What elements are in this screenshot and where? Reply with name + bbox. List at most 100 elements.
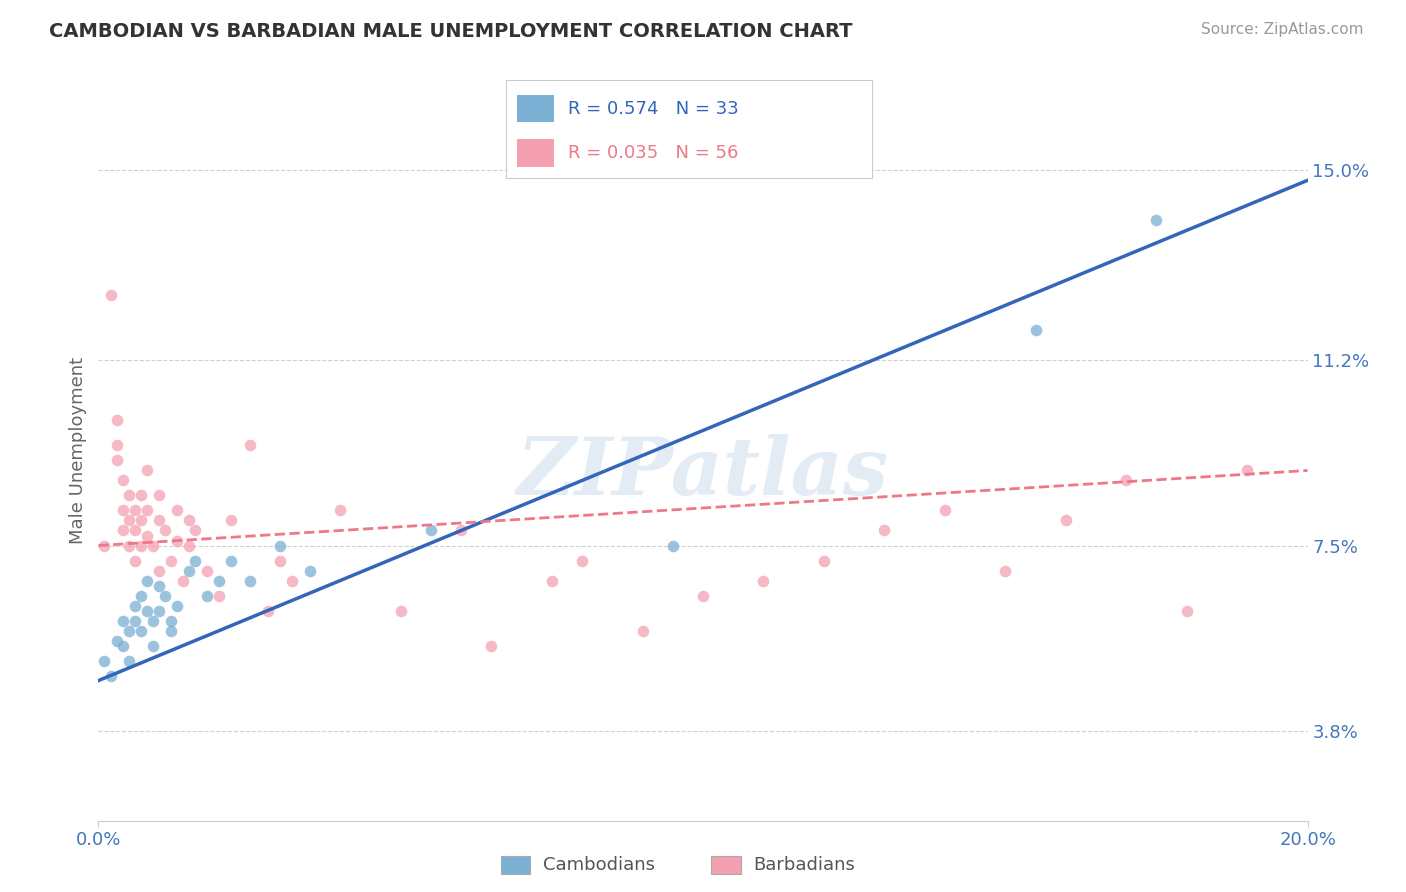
Point	[239, 438, 262, 452]
Point	[118, 514, 141, 528]
Point	[118, 488, 141, 502]
Point	[135, 528, 157, 542]
Point	[389, 603, 412, 617]
Point	[129, 514, 152, 528]
Point	[135, 574, 157, 588]
Point	[135, 503, 157, 517]
Point	[221, 514, 243, 528]
Point	[873, 524, 896, 538]
Point	[105, 438, 128, 452]
Point	[135, 463, 157, 477]
Point	[105, 633, 128, 648]
Point	[124, 614, 146, 628]
Point	[118, 624, 141, 638]
Point	[124, 503, 146, 517]
Point	[129, 624, 152, 638]
Point	[118, 539, 141, 553]
Point	[166, 503, 188, 517]
Point	[299, 564, 322, 578]
Point	[179, 564, 201, 578]
Text: ZIPatlas: ZIPatlas	[517, 434, 889, 511]
Point	[111, 639, 134, 653]
FancyBboxPatch shape	[501, 856, 530, 874]
Point	[135, 603, 157, 617]
Point	[179, 539, 201, 553]
Point	[1236, 463, 1258, 477]
Point	[129, 488, 152, 502]
Point	[281, 574, 304, 588]
Point	[208, 574, 231, 588]
Text: Source: ZipAtlas.com: Source: ZipAtlas.com	[1201, 22, 1364, 37]
Point	[129, 539, 152, 553]
Point	[160, 553, 183, 567]
Point	[148, 603, 170, 617]
Point	[813, 553, 835, 567]
FancyBboxPatch shape	[517, 95, 554, 122]
Point	[571, 553, 593, 567]
FancyBboxPatch shape	[711, 856, 741, 874]
Point	[93, 539, 115, 553]
Point	[195, 564, 218, 578]
Point	[481, 639, 503, 653]
Point	[105, 453, 128, 467]
Point	[148, 564, 170, 578]
Point	[172, 574, 194, 588]
Point	[256, 603, 278, 617]
Point	[105, 413, 128, 427]
Point	[221, 553, 243, 567]
Point	[269, 539, 291, 553]
Point	[148, 514, 170, 528]
Text: R = 0.035   N = 56: R = 0.035 N = 56	[568, 144, 738, 161]
Point	[118, 654, 141, 668]
Point	[631, 624, 654, 638]
Point	[124, 599, 146, 613]
Point	[1115, 474, 1137, 488]
Point	[166, 599, 188, 613]
Point	[100, 668, 122, 682]
Point	[1024, 323, 1046, 337]
Point	[124, 553, 146, 567]
Point	[148, 488, 170, 502]
Point	[153, 524, 176, 538]
FancyBboxPatch shape	[517, 139, 554, 167]
Point	[166, 533, 188, 548]
Point	[934, 503, 956, 517]
Point	[1144, 213, 1167, 227]
Text: R = 0.574   N = 33: R = 0.574 N = 33	[568, 100, 740, 118]
Point	[93, 654, 115, 668]
Text: Cambodians: Cambodians	[543, 856, 655, 874]
Point	[1054, 514, 1077, 528]
Point	[239, 574, 262, 588]
Point	[661, 539, 683, 553]
Point	[142, 539, 165, 553]
Text: Barbadians: Barbadians	[754, 856, 855, 874]
Point	[142, 614, 165, 628]
Point	[111, 524, 134, 538]
Text: CAMBODIAN VS BARBADIAN MALE UNEMPLOYMENT CORRELATION CHART: CAMBODIAN VS BARBADIAN MALE UNEMPLOYMENT…	[49, 22, 852, 41]
Point	[153, 589, 176, 603]
Point	[111, 474, 134, 488]
Point	[184, 524, 207, 538]
Point	[142, 639, 165, 653]
Point	[208, 589, 231, 603]
Point	[994, 564, 1017, 578]
Point	[129, 589, 152, 603]
Point	[420, 524, 443, 538]
Point	[148, 578, 170, 592]
Point	[179, 514, 201, 528]
Point	[160, 614, 183, 628]
Point	[111, 503, 134, 517]
Point	[184, 553, 207, 567]
Point	[450, 524, 472, 538]
Point	[195, 589, 218, 603]
Point	[111, 614, 134, 628]
Point	[269, 553, 291, 567]
Point	[329, 503, 352, 517]
Y-axis label: Male Unemployment: Male Unemployment	[69, 357, 87, 544]
Point	[1175, 603, 1198, 617]
Point	[160, 624, 183, 638]
Point	[124, 524, 146, 538]
Point	[540, 574, 562, 588]
Point	[100, 288, 122, 302]
Point	[692, 589, 714, 603]
